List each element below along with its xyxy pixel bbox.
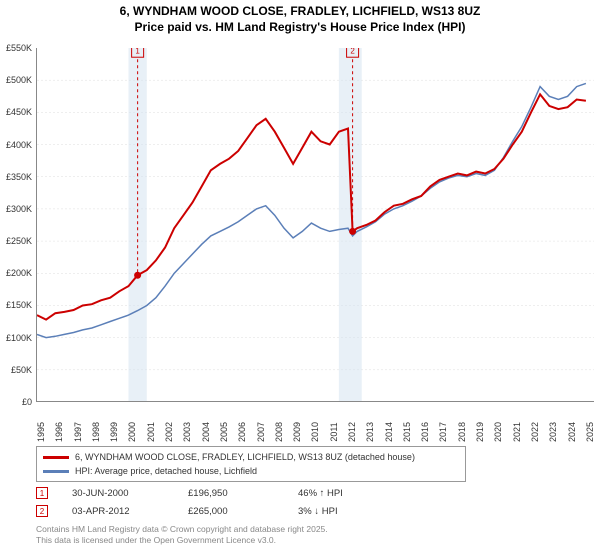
y-tick-label: £550K (6, 43, 32, 53)
x-tick-label: 2019 (475, 422, 485, 442)
title-subtitle: Price paid vs. HM Land Registry's House … (0, 20, 600, 36)
title-block: 6, WYNDHAM WOOD CLOSE, FRADLEY, LICHFIEL… (0, 0, 600, 37)
x-tick-label: 2005 (219, 422, 229, 442)
x-tick-label: 2024 (567, 422, 577, 442)
x-tick-label: 1995 (36, 422, 46, 442)
y-tick-label: £200K (6, 268, 32, 278)
x-tick-label: 2000 (127, 422, 137, 442)
chart-container: 6, WYNDHAM WOOD CLOSE, FRADLEY, LICHFIEL… (0, 0, 600, 560)
footer-license: This data is licensed under the Open Gov… (36, 535, 328, 546)
y-axis-labels: £0£50K£100K£150K£200K£250K£300K£350K£400… (0, 48, 34, 402)
legend: 6, WYNDHAM WOOD CLOSE, FRADLEY, LICHFIEL… (36, 446, 466, 482)
tx-date: 30-JUN-2000 (72, 488, 188, 499)
x-tick-label: 2011 (329, 422, 339, 441)
legend-row-red: 6, WYNDHAM WOOD CLOSE, FRADLEY, LICHFIEL… (43, 450, 459, 464)
x-tick-label: 2022 (530, 422, 540, 442)
tx-date: 03-APR-2012 (72, 506, 188, 517)
y-tick-label: £250K (6, 236, 32, 246)
y-tick-label: £300K (6, 204, 32, 214)
x-tick-label: 2023 (548, 422, 558, 442)
y-tick-label: £450K (6, 107, 32, 117)
footer: Contains HM Land Registry data © Crown c… (36, 524, 328, 545)
x-tick-label: 2010 (310, 422, 320, 442)
y-tick-label: £50K (11, 365, 32, 375)
x-tick-label: 2002 (164, 422, 174, 442)
x-tick-label: 1996 (54, 422, 64, 442)
x-axis-labels: 1995 1996 1997 1998 1999 2000 2001 2002 2003 2004… (36, 404, 594, 444)
plot-area: 12 (36, 48, 594, 402)
x-tick-label: 2003 (182, 422, 192, 442)
y-tick-label: £350K (6, 172, 32, 182)
y-tick-label: £400K (6, 140, 32, 150)
x-tick-label: 2025 (585, 422, 595, 442)
legend-swatch-red (43, 456, 69, 459)
tx-price: £196,950 (188, 488, 298, 499)
legend-label-red: 6, WYNDHAM WOOD CLOSE, FRADLEY, LICHFIEL… (75, 452, 415, 462)
x-tick-label: 2006 (237, 422, 247, 442)
tx-delta: 3% ↓ HPI (298, 506, 438, 517)
footer-copyright: Contains HM Land Registry data © Crown c… (36, 524, 328, 535)
x-tick-label: 1999 (109, 422, 119, 442)
legend-row-blue: HPI: Average price, detached house, Lich… (43, 464, 459, 478)
transaction-row: 1 30-JUN-2000£196,95046% ↑ HPI (36, 484, 594, 502)
x-tick-label: 2008 (274, 422, 284, 442)
x-tick-label: 2001 (146, 422, 156, 442)
x-tick-label: 2009 (292, 422, 302, 442)
x-tick-label: 1997 (73, 422, 83, 442)
y-tick-label: £100K (6, 333, 32, 343)
legend-swatch-blue (43, 470, 69, 473)
x-tick-label: 2020 (493, 422, 503, 442)
x-tick-label: 2004 (201, 422, 211, 442)
transaction-row: 2 03-APR-2012£265,0003% ↓ HPI (36, 502, 594, 520)
svg-text:2: 2 (350, 48, 355, 56)
y-tick-label: £0 (22, 397, 32, 407)
y-tick-label: £150K (6, 300, 32, 310)
x-tick-label: 2018 (457, 422, 467, 442)
x-tick-label: 2013 (365, 422, 375, 442)
plot-svg: 12 (37, 48, 594, 401)
tx-delta: 46% ↑ HPI (298, 488, 438, 499)
x-tick-label: 2007 (256, 422, 266, 442)
legend-label-blue: HPI: Average price, detached house, Lich… (75, 466, 257, 476)
svg-text:1: 1 (135, 48, 140, 56)
x-tick-label: 2012 (347, 422, 357, 442)
x-tick-label: 1998 (91, 422, 101, 442)
x-tick-label: 2021 (512, 422, 522, 442)
tx-marker-box: 2 (36, 505, 48, 517)
transactions-table: 1 30-JUN-2000£196,95046% ↑ HPI 2 03-APR-201… (36, 484, 594, 520)
tx-price: £265,000 (188, 506, 298, 517)
title-address: 6, WYNDHAM WOOD CLOSE, FRADLEY, LICHFIEL… (0, 4, 600, 20)
tx-marker-box: 1 (36, 487, 48, 499)
x-tick-label: 2017 (438, 422, 448, 442)
x-tick-label: 2014 (384, 422, 394, 442)
x-tick-label: 2015 (402, 422, 412, 442)
x-tick-label: 2016 (420, 422, 430, 442)
y-tick-label: £500K (6, 75, 32, 85)
